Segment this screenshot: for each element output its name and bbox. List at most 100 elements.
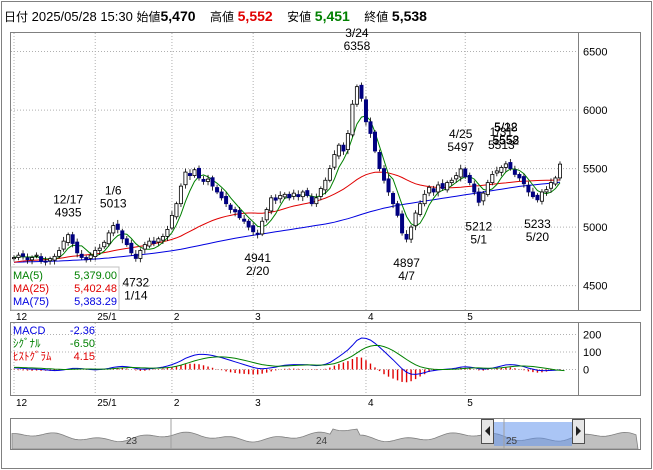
candle-body-60 bbox=[282, 193, 287, 198]
candle-1 bbox=[16, 252, 21, 261]
ma75-line bbox=[13, 181, 561, 263]
candle-24 bbox=[120, 228, 125, 244]
candle-body-70 bbox=[327, 168, 332, 181]
candle-53 bbox=[251, 222, 256, 236]
range-left-handle[interactable] bbox=[481, 419, 494, 444]
candle-body-22 bbox=[111, 225, 116, 234]
annotation-value-7: 5497 bbox=[447, 140, 474, 154]
candle-115 bbox=[530, 187, 535, 199]
candle-15 bbox=[79, 250, 84, 260]
candle-104 bbox=[481, 191, 486, 206]
ma-legend: MA(5) 5,379.00 MA(25) 5,402.48 MA(75) 5,… bbox=[10, 266, 120, 311]
candle-16 bbox=[84, 255, 89, 263]
candle-108 bbox=[499, 165, 504, 177]
candle-106 bbox=[490, 170, 495, 186]
legend-hist-label: ﾋｽﾄｸﾞﾗﾑ bbox=[13, 350, 52, 363]
candle-58 bbox=[273, 194, 278, 205]
candle-37 bbox=[178, 183, 183, 207]
candle-87 bbox=[404, 230, 409, 243]
candle-body-28 bbox=[138, 250, 143, 259]
macd-x-tick-3: 3 bbox=[255, 398, 261, 409]
annotation-value-6: 4897 bbox=[393, 256, 420, 270]
range-year-23: 23 bbox=[126, 436, 138, 447]
candle-38 bbox=[183, 168, 188, 189]
candle-80 bbox=[372, 129, 377, 154]
candle-body-46 bbox=[219, 191, 224, 199]
candle-body-105 bbox=[485, 182, 490, 195]
macd-y-axis: 0 100 200 bbox=[583, 330, 601, 377]
candle-body-119 bbox=[548, 182, 553, 189]
candle-20 bbox=[102, 240, 107, 249]
legend-macd-value: -2.36 bbox=[70, 325, 95, 337]
candle-40 bbox=[192, 167, 197, 178]
range-right-handle[interactable] bbox=[572, 419, 585, 444]
candle-body-26 bbox=[129, 242, 134, 254]
candle-body-92 bbox=[427, 186, 432, 194]
candle-body-23 bbox=[115, 223, 120, 230]
candle-118 bbox=[544, 186, 549, 196]
candle-body-113 bbox=[521, 176, 526, 185]
candle-body-49 bbox=[233, 209, 238, 213]
candle-body-107 bbox=[494, 170, 499, 174]
range-navigator[interactable]: 23 24 25 bbox=[10, 418, 641, 450]
candle-body-20 bbox=[102, 241, 107, 248]
date-value: 2025/05/28 15:30 bbox=[31, 9, 133, 24]
candle-body-97 bbox=[449, 179, 454, 184]
candle-45 bbox=[215, 184, 220, 195]
candle-body-95 bbox=[440, 183, 445, 189]
candle-body-62 bbox=[291, 192, 296, 197]
candle-116 bbox=[535, 193, 540, 203]
legend-macd-label: MACD bbox=[13, 325, 45, 337]
candle-body-94 bbox=[436, 184, 441, 193]
candle-86 bbox=[400, 210, 405, 236]
candle-82 bbox=[382, 165, 387, 184]
price-x-tick-3: 3 bbox=[255, 312, 261, 323]
candlesticks bbox=[11, 82, 563, 266]
candle-body-48 bbox=[228, 204, 233, 210]
candle-body-88 bbox=[409, 226, 414, 240]
low-label: 安値 bbox=[287, 10, 312, 24]
candle-72 bbox=[336, 143, 341, 160]
candle-body-50 bbox=[237, 210, 242, 219]
candle-113 bbox=[521, 173, 526, 188]
candle-body-100 bbox=[463, 168, 468, 178]
candle-68 bbox=[318, 186, 323, 201]
price-x-tick-4: 4 bbox=[368, 312, 374, 323]
macd-x-tick-1: 25/1 bbox=[97, 398, 117, 409]
candle-60 bbox=[282, 192, 287, 199]
candle-9 bbox=[52, 253, 57, 265]
candle-body-19 bbox=[97, 247, 102, 251]
candle-body-36 bbox=[174, 203, 179, 218]
candle-body-76 bbox=[354, 86, 359, 105]
candle-89 bbox=[413, 210, 418, 231]
candle-112 bbox=[517, 172, 522, 182]
candle-10 bbox=[57, 246, 62, 259]
signal-line bbox=[14, 344, 565, 372]
candle-body-81 bbox=[377, 152, 382, 169]
candle-64 bbox=[300, 189, 305, 202]
candle-body-118 bbox=[544, 189, 549, 193]
price-x-axis: 12 25/1 2 3 4 5 bbox=[16, 312, 473, 323]
annotation-value-10: 5233 bbox=[524, 217, 551, 231]
candle-body-89 bbox=[413, 212, 418, 227]
chevron-left-icon bbox=[485, 426, 490, 436]
candle-69 bbox=[323, 177, 328, 195]
candle-13 bbox=[70, 231, 75, 248]
candle-body-34 bbox=[165, 229, 170, 237]
candle-35 bbox=[169, 211, 174, 231]
candle-8 bbox=[48, 256, 53, 265]
candle-70 bbox=[327, 165, 332, 183]
price-x-tick-2: 2 bbox=[174, 312, 180, 323]
candle-22 bbox=[111, 222, 116, 237]
candle-body-108 bbox=[499, 167, 504, 173]
candle-65 bbox=[305, 187, 310, 198]
macd-lines bbox=[13, 337, 565, 375]
candle-body-25 bbox=[124, 238, 129, 246]
candle-body-117 bbox=[539, 191, 544, 202]
chevron-right-icon bbox=[576, 426, 581, 436]
close-label: 終値 bbox=[364, 10, 389, 24]
candle-55 bbox=[260, 217, 265, 237]
